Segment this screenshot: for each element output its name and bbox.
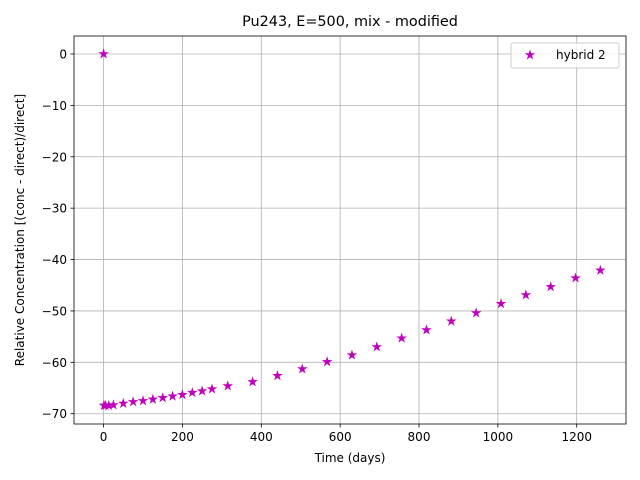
x-tick-label: 1000: [483, 430, 514, 444]
data-point-star: [346, 349, 358, 360]
data-point-star: [495, 298, 507, 309]
chart-title: Pu243, E=500, mix - modified: [242, 14, 458, 30]
legend: hybrid 2: [510, 42, 620, 69]
data-point-star: [371, 341, 383, 352]
data-point-star: [520, 289, 532, 300]
y-tick-label: −50: [42, 304, 67, 318]
data-point-star: [421, 324, 432, 335]
legend-star: [524, 49, 536, 60]
x-tick-label: 0: [100, 430, 108, 444]
data-point-star: [545, 281, 556, 292]
y-tick-label: −40: [42, 253, 67, 267]
data-point-star: [321, 356, 333, 367]
data-point-star: [117, 397, 129, 408]
data-point-star: [296, 363, 308, 374]
grid: [74, 36, 626, 424]
x-tick-label: 1200: [561, 430, 592, 444]
y-tick-label: −10: [42, 99, 67, 113]
data-point-star: [147, 393, 159, 404]
x-tick-label: 600: [329, 430, 352, 444]
x-tick-label: 400: [250, 430, 273, 444]
x-axis-ticks: 0 200 400 600 800 1000 1200: [100, 424, 592, 444]
data-point-star: [186, 387, 198, 398]
legend-marker-star-icon: [524, 49, 536, 60]
data-point-star: [272, 370, 283, 381]
y-tick-label: −20: [42, 150, 67, 164]
y-tick-label: −30: [42, 202, 67, 216]
data-point-star: [157, 392, 169, 403]
y-axis-ticks: 0 −10 −20 −30 −40 −50 −60 −70: [42, 47, 74, 421]
data-point-star: [570, 272, 581, 283]
data-point-star: [108, 399, 119, 410]
y-tick-label: −70: [42, 407, 67, 421]
data-point-star: [137, 395, 149, 406]
legend-label: hybrid 2: [556, 48, 606, 62]
data-point-star: [206, 383, 218, 394]
x-tick-label: 200: [171, 430, 194, 444]
y-axis-label: Relative Concentration [(conc - direct)/…: [13, 94, 27, 366]
data-point-star: [167, 390, 178, 401]
data-point-star: [98, 48, 109, 59]
x-axis-label: Time (days): [314, 451, 386, 465]
legend-box: [510, 42, 620, 69]
data-point-star: [247, 376, 258, 387]
data-point-star: [222, 380, 234, 391]
y-tick-label: 0: [59, 47, 67, 61]
plot-area: [74, 36, 626, 424]
data-point-star: [177, 389, 188, 400]
data-point-star: [470, 307, 482, 318]
y-tick-label: −60: [42, 356, 67, 370]
data-point-star: [196, 385, 208, 396]
data-points: [98, 48, 606, 411]
plot-frame: [73, 35, 627, 425]
data-point-star: [127, 396, 139, 407]
data-point-star: [446, 315, 457, 326]
data-point-star: [595, 264, 606, 275]
x-tick-label: 800: [408, 430, 431, 444]
data-point-star: [396, 332, 407, 343]
